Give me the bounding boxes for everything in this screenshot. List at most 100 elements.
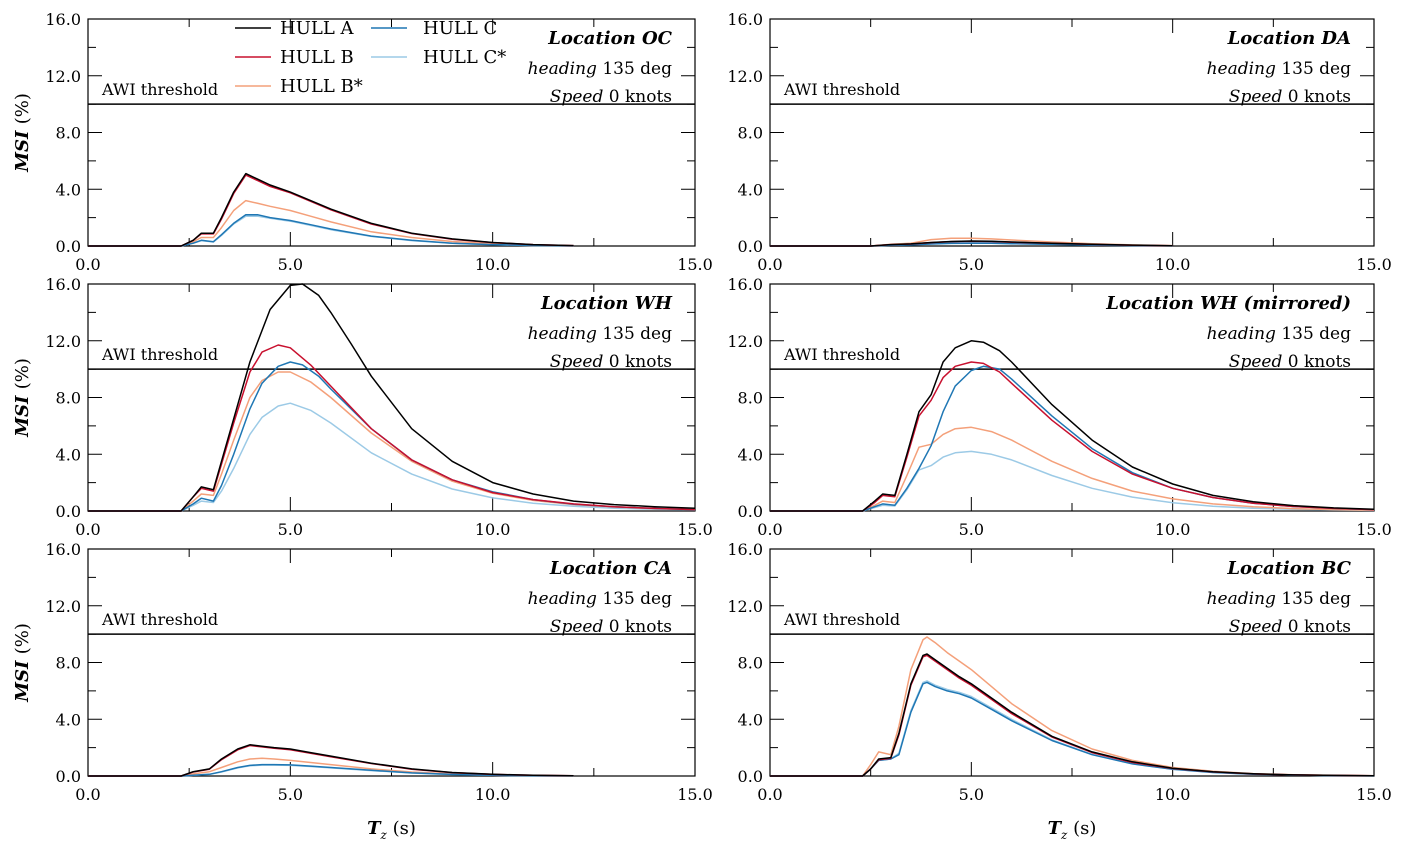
series-line-hull-c (88, 214, 574, 247)
x-tick-label: 0.0 (75, 520, 100, 539)
heading-word: heading (528, 324, 603, 344)
y-tick-label: 16.0 (45, 275, 81, 294)
y-axis-label-unit: (%) (12, 93, 33, 124)
series-line-hull-c (770, 365, 1375, 512)
heading-word: heading (1207, 59, 1282, 79)
y-tick-label: 16.0 (727, 275, 763, 294)
y-tick-label: 0.0 (56, 237, 81, 256)
x-tick-label: 5.0 (959, 255, 984, 274)
awi-threshold-label: AWI threshold (783, 610, 900, 629)
speed-annotation: Speed 0 knots (1229, 87, 1351, 107)
plot-frame (87, 18, 696, 247)
y-axis-label-main: MSI (12, 389, 33, 438)
heading-annotation: heading 135 deg (528, 59, 672, 79)
y-tick-label: 16.0 (45, 540, 81, 559)
plot-frame (769, 283, 1375, 512)
legend-label: HULL C* (423, 47, 506, 68)
speed-value: 0 knots (1288, 617, 1351, 637)
location-title: Location DA (1227, 28, 1351, 49)
y-tick-label: 12.0 (727, 597, 763, 616)
y-tick-label: 8.0 (738, 654, 763, 673)
awi-threshold-label: AWI threshold (783, 80, 900, 99)
heading-value: 135 deg (602, 59, 672, 79)
y-tick-label: 0.0 (738, 502, 763, 521)
series-line-hull-a (770, 340, 1375, 512)
y-tick-label: 4.0 (56, 180, 81, 199)
panel-6: 0.0 5.0 10.0 15.0 0.0 4.0 8.0 12.0 16.0 AWI thres… (727, 540, 1392, 842)
location-title: Location CA (549, 558, 672, 579)
series-line-hull-b (88, 174, 574, 247)
x-tick-label: 5.0 (959, 785, 984, 804)
heading-annotation: heading 135 deg (1207, 324, 1351, 344)
series-line-hull-a (88, 744, 574, 777)
plot-frame (87, 548, 696, 777)
y-tick-label: 8.0 (738, 389, 763, 408)
awi-threshold-label: AWI threshold (101, 610, 218, 629)
heading-annotation: heading 135 deg (528, 324, 672, 344)
speed-word: Speed (550, 352, 609, 372)
heading-value: 135 deg (602, 324, 672, 344)
speed-annotation: Speed 0 knots (550, 87, 672, 107)
y-tick-label: 12.0 (45, 67, 81, 86)
series-line-hull-b-star (88, 371, 696, 512)
plot-frame (769, 18, 1375, 247)
y-tick-label: 0.0 (56, 767, 81, 786)
series-line-hull-c (770, 681, 1375, 777)
series-line-hull-c-star (88, 215, 574, 247)
plot-frame (769, 548, 1375, 777)
y-tick-label: 0.0 (56, 502, 81, 521)
y-tick-label: 4.0 (56, 710, 81, 729)
y-tick-label: 4.0 (738, 180, 763, 199)
panel-4: 0.0 5.0 10.0 15.0 0.0 4.0 8.0 12.0 16.0 AWI thres… (727, 275, 1391, 539)
x-tick-label: 10.0 (1155, 255, 1191, 274)
heading-annotation: heading 135 deg (528, 589, 672, 609)
speed-annotation: Speed 0 knots (550, 617, 672, 637)
panel-5: 0.0 5.0 10.0 15.0 0.0 4.0 8.0 12.0 16.0 AWI thres… (12, 540, 713, 842)
speed-annotation: Speed 0 knots (550, 352, 672, 372)
y-tick-label: 8.0 (56, 654, 81, 673)
x-axis-label: Tz (s) (1048, 818, 1097, 841)
awi-threshold-label: AWI threshold (101, 345, 218, 364)
heading-value: 135 deg (1281, 59, 1351, 79)
y-tick-label: 4.0 (56, 445, 81, 464)
speed-word: Speed (550, 617, 609, 637)
panel-2: 0.0 5.0 10.0 15.0 0.0 4.0 8.0 12.0 16.0 AWI thres… (727, 10, 1391, 274)
y-axis-label-unit: (%) (12, 623, 33, 654)
y-axis-label: MSI (%) (12, 93, 33, 173)
series-line-hull-a (88, 172, 574, 247)
location-title: Location BC (1226, 558, 1351, 579)
y-tick-label: 12.0 (727, 67, 763, 86)
y-axis-label-main: MSI (12, 124, 33, 173)
x-tick-label: 15.0 (1356, 255, 1392, 274)
speed-word: Speed (550, 87, 609, 107)
x-tick-label: 15.0 (677, 255, 713, 274)
series-line-hull-b (770, 361, 1375, 512)
speed-value: 0 knots (609, 87, 672, 107)
y-axis-label-unit: (%) (12, 358, 33, 389)
x-axis-label-sub: z (1060, 828, 1068, 841)
x-tick-label: 15.0 (1356, 785, 1392, 804)
series-line-hull-c-star (770, 450, 1375, 512)
series-line-hull-c-star (770, 680, 1375, 777)
heading-value: 135 deg (602, 589, 672, 609)
x-axis-label-main: T (1048, 818, 1063, 839)
x-tick-label: 15.0 (1356, 520, 1392, 539)
y-axis-label-main: MSI (12, 654, 33, 703)
series-line-hull-c (88, 361, 696, 512)
awi-threshold-label: AWI threshold (783, 345, 900, 364)
speed-value: 0 knots (609, 352, 672, 372)
legend-label: HULL B* (280, 76, 363, 97)
series-line-hull-a (770, 653, 1375, 777)
x-tick-label: 5.0 (278, 520, 303, 539)
x-tick-label: 5.0 (959, 520, 984, 539)
x-tick-label: 0.0 (75, 255, 100, 274)
heading-value: 135 deg (1281, 324, 1351, 344)
speed-word: Speed (1229, 87, 1288, 107)
y-tick-label: 4.0 (738, 445, 763, 464)
x-axis-label: Tz (s) (367, 818, 416, 841)
heading-word: heading (528, 59, 603, 79)
speed-value: 0 knots (1288, 87, 1351, 107)
x-tick-label: 0.0 (757, 255, 782, 274)
